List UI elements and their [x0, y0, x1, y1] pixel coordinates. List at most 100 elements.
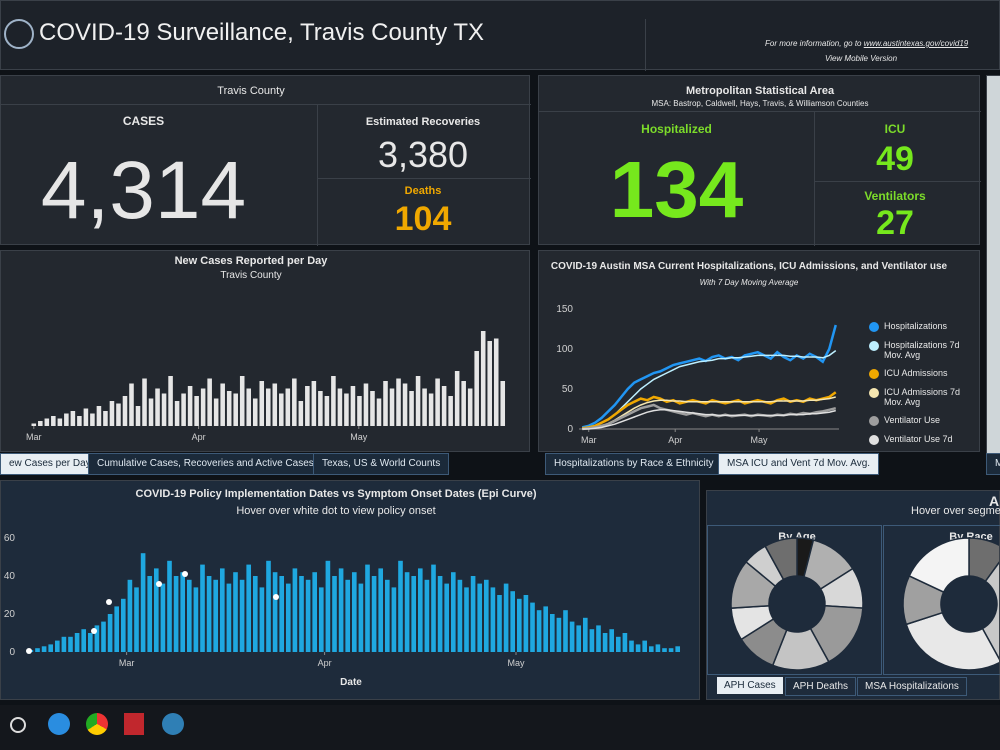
bar	[454, 371, 460, 426]
bar	[500, 381, 506, 426]
bar	[272, 572, 278, 652]
bar	[563, 610, 568, 652]
link[interactable]: www.austintexas.gov/covid19	[863, 39, 969, 48]
bar	[609, 629, 615, 652]
bar	[233, 393, 238, 426]
bar	[493, 338, 499, 426]
bar	[363, 383, 369, 426]
bar	[292, 378, 297, 426]
policy-dot[interactable]	[273, 594, 279, 600]
bar	[94, 625, 100, 652]
bar	[114, 606, 120, 652]
new-cases-panel: New Cases Reported per Day Travis County…	[0, 250, 530, 452]
legend: Hospitalizations Hospitalizations 7d Mov.…	[869, 321, 969, 453]
policy-dot[interactable]	[26, 648, 32, 654]
bar	[153, 568, 159, 652]
bar	[549, 614, 555, 652]
bar	[402, 383, 408, 426]
chart: 0 50 100 150 Mar Apr May	[556, 304, 839, 445]
bar	[200, 388, 206, 426]
x-tick-label: Apr	[192, 432, 206, 442]
bar	[35, 648, 40, 652]
header: COVID-19 Surveillance, Travis County TX …	[0, 0, 1000, 71]
bar	[357, 396, 362, 426]
chart-subtitle: Hover over white dot to view policy onse…	[236, 505, 436, 517]
tab[interactable]: M	[986, 453, 1000, 475]
pie-segment	[764, 537, 798, 581]
search-icon[interactable]	[10, 717, 26, 733]
policy-dot[interactable]	[156, 581, 162, 587]
tab[interactable]: Hospitalizations by Race & Ethnicity	[545, 453, 723, 475]
y-tick-label: 150	[556, 304, 573, 315]
legend-item[interactable]: Ventilator Use	[869, 415, 969, 426]
bar	[103, 411, 108, 426]
legend-item[interactable]: ICU Admissions	[869, 368, 969, 379]
bar	[396, 378, 401, 426]
bar	[431, 564, 436, 652]
taskbar	[0, 705, 1000, 750]
bar	[338, 568, 344, 652]
legend-label: Hospitalizations 7d Mov. Avg	[884, 340, 960, 360]
panel-subtitle: MSA: Bastrop, Caldwell, Hays, Travis, & …	[651, 99, 869, 108]
app-icon[interactable]	[124, 713, 144, 735]
bar	[41, 646, 47, 652]
bar	[213, 398, 219, 426]
bar	[437, 576, 443, 652]
bar	[337, 388, 343, 426]
tab[interactable]: APH Cases	[717, 677, 783, 694]
policy-dot[interactable]	[182, 571, 188, 577]
x-tick-label: Mar	[581, 435, 597, 445]
bar	[404, 572, 410, 652]
bar	[70, 411, 76, 426]
tab[interactable]: Texas, US & World Counts	[313, 453, 450, 475]
bar	[324, 396, 330, 426]
bar	[31, 423, 37, 426]
bar	[109, 401, 115, 426]
legend-swatch	[869, 369, 879, 379]
legend-item[interactable]: Ventilator Use 7d	[869, 434, 969, 445]
legend-swatch	[869, 322, 879, 332]
bar	[450, 572, 456, 652]
bar	[428, 393, 434, 426]
bar	[140, 553, 146, 652]
legend-item[interactable]: Hospitalizations 7d Mov. Avg	[869, 340, 969, 360]
bar	[510, 591, 516, 652]
legend-label: ICU Admissions 7d Mov. Avg	[884, 387, 961, 407]
chart-title: COVID-19 Policy Implementation Dates vs …	[135, 488, 537, 500]
x-tick-label: May	[350, 432, 368, 442]
mobile-link[interactable]: View Mobile Version	[825, 54, 898, 63]
divider	[814, 111, 815, 246]
bar	[424, 579, 430, 652]
bar	[44, 418, 50, 426]
bar	[246, 388, 252, 426]
tab[interactable]: APH Deaths	[785, 677, 857, 696]
chrome-icon[interactable]	[86, 713, 108, 735]
bar	[135, 406, 141, 426]
policy-dots[interactable]	[26, 571, 279, 654]
ie-icon[interactable]	[48, 713, 70, 735]
divider	[318, 178, 531, 179]
tab[interactable]: ew Cases per Day	[0, 453, 100, 475]
app-icon[interactable]	[162, 713, 184, 735]
bar	[487, 341, 492, 426]
bar	[252, 576, 258, 652]
policy-dot[interactable]	[91, 628, 97, 634]
bar	[668, 648, 674, 652]
legend-item[interactable]: Hospitalizations	[869, 321, 969, 332]
bar	[180, 572, 186, 652]
line	[581, 324, 837, 429]
tab[interactable]: MSA ICU and Vent 7d Mov. Avg.	[718, 453, 880, 475]
policy-dot[interactable]	[106, 599, 112, 605]
epi-panel: COVID-19 Policy Implementation Dates vs …	[0, 480, 700, 700]
legend-item[interactable]: ICU Admissions 7d Mov. Avg	[869, 387, 969, 407]
tab[interactable]: MSA Hospitalizations	[857, 677, 967, 696]
bar	[411, 576, 417, 652]
bar	[332, 576, 337, 652]
line	[582, 409, 836, 430]
tab[interactable]: Cumulative Cases, Recoveries and Active …	[88, 453, 323, 475]
bar	[318, 391, 323, 426]
x-tick-label: May	[507, 658, 525, 668]
bar	[480, 331, 486, 426]
y-tick-label: 100	[556, 344, 573, 355]
bar	[64, 413, 69, 426]
